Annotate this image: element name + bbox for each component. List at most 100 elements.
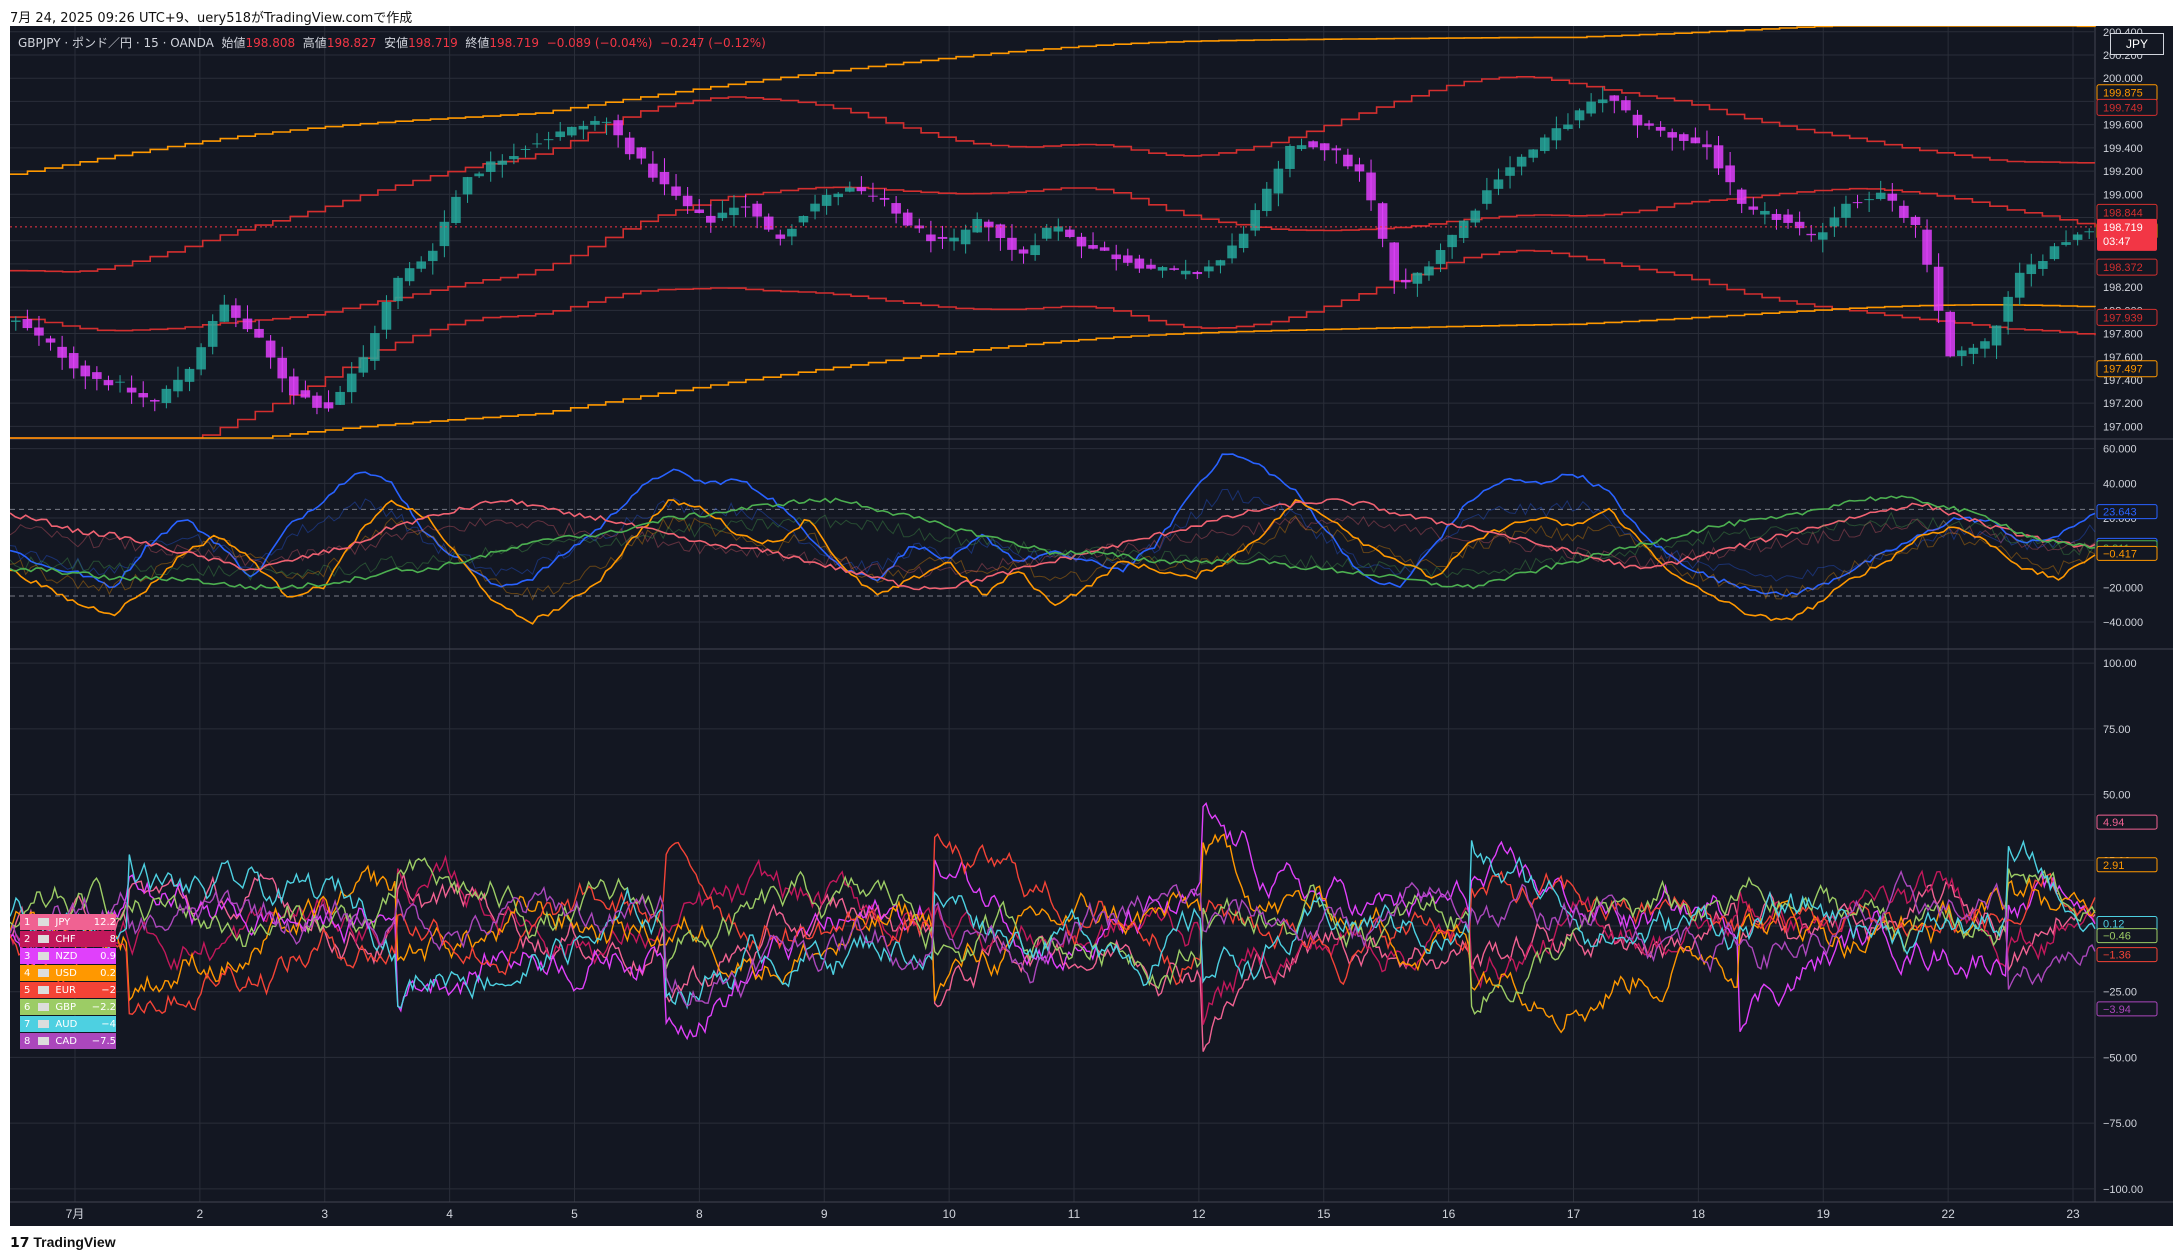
candle-body	[1065, 229, 1075, 238]
candle-body	[277, 357, 287, 379]
price-level-label: 199.875	[2103, 88, 2143, 100]
candle-body	[92, 372, 102, 379]
upper-red-band	[10, 76, 2095, 273]
candle-body	[601, 121, 612, 123]
candle-body	[810, 203, 820, 212]
price-level-label-box	[2096, 258, 2158, 276]
last-price-badge	[2097, 218, 2157, 251]
symbol-name[interactable]: GBPJPY · ポンド／円 · 15 · OANDA	[18, 36, 214, 50]
candle-body	[22, 319, 33, 329]
tradingview-logo[interactable]: 𝟭𝟳 TradingView	[10, 1234, 116, 1250]
open-value: 198.808	[245, 36, 296, 50]
x-tick-label: 4	[446, 1207, 453, 1221]
legend-rank: 7	[24, 1018, 31, 1030]
flag-icon	[37, 952, 50, 960]
candle-body	[1018, 249, 1029, 254]
strength-value-label-box	[2096, 1001, 2158, 1017]
strength-series-line	[9, 832, 2096, 1015]
price-axis-label: 197.200	[2103, 398, 2143, 410]
candle-body	[1736, 189, 1747, 204]
candle-body	[1818, 232, 1828, 240]
legend-currency: CHF	[55, 933, 76, 945]
candle-body	[1250, 210, 1260, 231]
flag-icon	[37, 918, 50, 926]
legend-rank: 6	[24, 1001, 31, 1013]
flag-icon	[37, 1003, 50, 1011]
candle-body	[752, 203, 762, 217]
candle-body	[1169, 268, 1179, 270]
x-tick-label: 19	[1817, 1207, 1831, 1221]
price-axis-label: 199.400	[2103, 143, 2143, 155]
candle-body	[1945, 311, 1955, 357]
candle-body	[1285, 145, 1295, 169]
last-price-value: 198.719	[2103, 222, 2143, 234]
x-tick-label: 2	[197, 1207, 204, 1221]
legend-value: 0.9	[100, 950, 117, 962]
candle-body	[1655, 126, 1666, 131]
flag-icon	[37, 986, 50, 994]
candle-body	[1238, 233, 1249, 249]
candle-body	[173, 379, 183, 392]
change2-value: −0.247 (−0.12%)	[660, 36, 766, 50]
candle-body	[821, 194, 832, 206]
candle-body	[1227, 245, 1237, 259]
candle-body	[1343, 154, 1353, 167]
candle-body	[34, 327, 44, 336]
oscillator-value-label-box	[2096, 504, 2158, 520]
candle-body	[1528, 149, 1538, 158]
candle-body	[590, 120, 600, 125]
candle-body	[312, 395, 322, 408]
candle-body	[1679, 134, 1689, 141]
candle-body	[555, 131, 565, 138]
candle-body	[960, 229, 971, 245]
candle-body	[868, 195, 878, 197]
candle-body	[1319, 143, 1330, 151]
legend-row-aud: 7 AUD −4	[20, 1016, 116, 1032]
legend-rank: 8	[24, 1035, 31, 1047]
candle-body	[1551, 128, 1562, 141]
candle-body	[1933, 266, 1944, 311]
candle-body	[1725, 165, 1735, 183]
strength-axis-label: −25.00	[2103, 987, 2137, 999]
chart-area[interactable]: 7月23458910111215161718192223200.400200.2…	[9, 25, 2173, 1226]
close-label: 終値	[465, 36, 490, 50]
strength-value-label: 2.91	[2103, 860, 2124, 872]
candle-body	[428, 250, 438, 262]
candle-body	[1389, 242, 1399, 281]
strength-axis-label: −75.00	[2103, 1118, 2137, 1130]
currency-badge[interactable]: JPY	[2110, 33, 2164, 55]
candle-body	[150, 399, 160, 402]
legend-value: −2	[101, 984, 117, 996]
candle-body	[1053, 226, 1064, 232]
candle-body	[126, 387, 137, 393]
candle-body	[1609, 95, 1620, 101]
candle-body	[404, 268, 415, 282]
candle-body	[1632, 114, 1643, 126]
low-label: 安値	[384, 36, 409, 50]
oscillator-value-label: −0.417	[2103, 548, 2137, 560]
oscillator-axis-label: 60.000	[2103, 444, 2137, 456]
candle-body	[694, 209, 704, 214]
oscillator-series-line	[9, 453, 2096, 597]
candle-body	[1991, 325, 2002, 346]
price-axis-label: 197.000	[2103, 421, 2143, 433]
candle-body	[265, 340, 276, 358]
legend-row-jpy: 1 JPY 12.2	[20, 914, 116, 930]
candle-body	[1516, 156, 1527, 167]
candle-body	[648, 163, 658, 178]
candle-body	[1262, 188, 1272, 212]
chart-canvas[interactable]: 7月23458910111215161718192223200.400200.2…	[9, 25, 2173, 1226]
x-tick-label: 9	[821, 1207, 828, 1221]
strength-axis-label: 50.00	[2103, 790, 2131, 802]
candle-body	[1702, 144, 1712, 148]
x-tick-label: 22	[1941, 1207, 1955, 1221]
candle-body	[1215, 260, 1226, 266]
strength-series-line	[9, 839, 2096, 1010]
candle-body	[1597, 99, 1608, 104]
candle-body	[358, 357, 369, 373]
strength-series-line	[9, 833, 2096, 1034]
candle-body	[1041, 227, 1052, 239]
candle-body	[393, 277, 403, 302]
symbol-header: GBPJPY · ポンド／円 · 15 · OANDA 始値198.808 高値…	[18, 34, 766, 51]
candle-body	[196, 347, 206, 370]
